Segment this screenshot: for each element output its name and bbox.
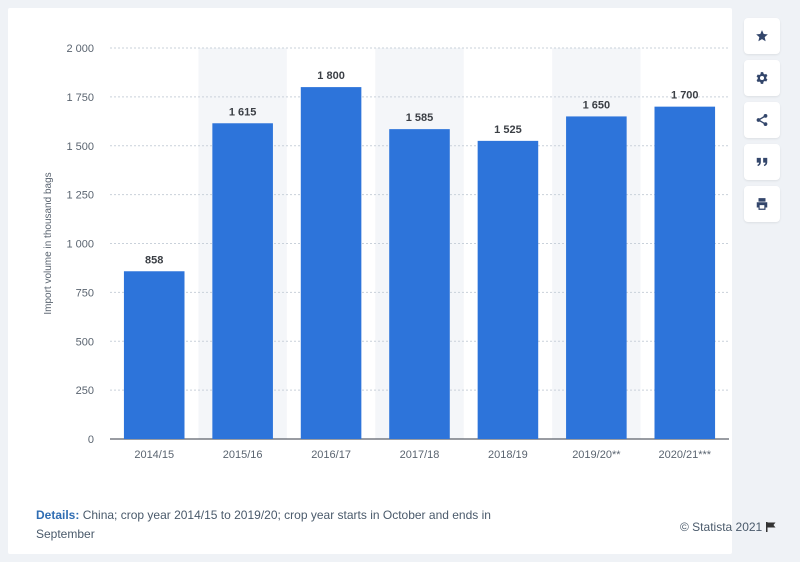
- bar: [477, 140, 539, 440]
- copyright-text: © Statista 2021: [680, 520, 763, 534]
- chart-card: 0 250 500 750 1 000 1 250 1 500 1 750 2 000 858 20…: [8, 8, 776, 554]
- x-tick-label: 2016/17: [311, 449, 351, 461]
- bar: [123, 271, 185, 439]
- star-icon: [756, 30, 768, 42]
- y-tick-label: 1 000: [66, 239, 94, 251]
- y-tick-label: 0: [88, 434, 94, 446]
- data-label: 1 615: [229, 106, 257, 118]
- y-tick-label: 1 750: [66, 92, 94, 104]
- print-icon: [756, 198, 768, 210]
- print-button[interactable]: [744, 186, 780, 222]
- y-tick-label: 2 000: [66, 43, 94, 55]
- x-tick-label: 2019/20**: [572, 449, 621, 461]
- flag-icon: [766, 521, 776, 535]
- bar-chart: 0 250 500 750 1 000 1 250 1 500 1 750 2 000 858 20…: [43, 43, 729, 461]
- x-tick-label: 2017/18: [400, 449, 440, 461]
- share-button[interactable]: [744, 102, 780, 138]
- cite-button[interactable]: [744, 144, 780, 180]
- details-text: China; crop year 2014/15 to 2019/20; cro…: [36, 508, 491, 541]
- data-label: 1 650: [583, 99, 611, 111]
- details-label: Details:: [36, 508, 80, 522]
- settings-button[interactable]: [744, 60, 780, 96]
- bar: [566, 116, 627, 440]
- bar: [654, 106, 716, 440]
- x-tick-label: 2014/15: [134, 449, 174, 461]
- bar: [389, 129, 450, 439]
- quote-icon: [756, 157, 768, 167]
- y-tick-label: 500: [76, 336, 94, 348]
- share-icon: [756, 114, 768, 126]
- data-label: 1 525: [494, 124, 522, 136]
- y-axis-label: Import volume in thousand bags: [43, 172, 54, 314]
- y-tick-label: 1 500: [66, 141, 94, 153]
- favorite-button[interactable]: [744, 18, 780, 54]
- y-tick-label: 750: [76, 287, 94, 299]
- gear-icon: [756, 72, 768, 84]
- data-label: 1 585: [406, 112, 434, 124]
- data-label: 1 700: [671, 90, 699, 102]
- details-note: Details: China; crop year 2014/15 to 201…: [36, 506, 536, 544]
- bar: [300, 87, 362, 439]
- bar: [212, 123, 273, 439]
- copyright[interactable]: © Statista 2021: [680, 520, 776, 535]
- y-tick-label: 1 250: [66, 190, 94, 202]
- x-tick-label: 2015/16: [223, 449, 263, 461]
- sidebar: [744, 18, 784, 228]
- x-tick-label: 2018/19: [488, 449, 528, 461]
- data-label: 858: [145, 254, 163, 266]
- x-tick-label: 2020/21***: [658, 449, 711, 461]
- y-tick-label: 250: [76, 385, 94, 397]
- data-label: 1 800: [317, 70, 345, 82]
